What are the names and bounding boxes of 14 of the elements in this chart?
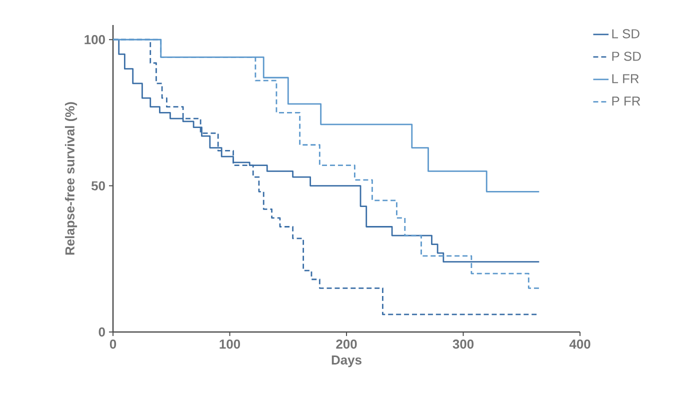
- legend-label: L FR: [612, 74, 639, 84]
- y-tick-label: 100: [84, 35, 105, 44]
- y-tick-label: 50: [91, 181, 105, 190]
- legend-label: P FR: [612, 96, 640, 106]
- legend-label: P SD: [612, 52, 641, 61]
- y-axis-title: Relapse-free survival (%): [64, 102, 78, 255]
- x-tick-label: 300: [452, 340, 474, 349]
- x-tick-label: 100: [220, 340, 240, 349]
- legend-label: L SD: [612, 29, 640, 38]
- x-tick-label: 200: [336, 340, 357, 349]
- x-axis-title: Days: [332, 356, 362, 368]
- x-tick-label: 400: [569, 340, 590, 349]
- x-tick-label: 0: [110, 340, 116, 349]
- y-tick-label: 0: [98, 327, 105, 337]
